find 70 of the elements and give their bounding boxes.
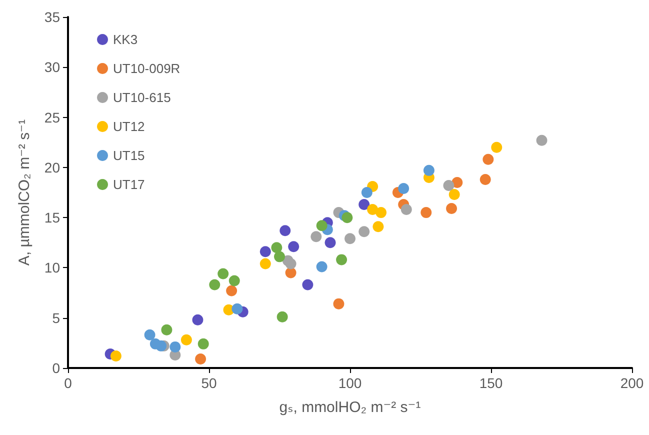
point	[310, 231, 322, 242]
point	[228, 275, 240, 286]
point	[271, 242, 282, 254]
point	[302, 279, 314, 290]
point	[198, 338, 209, 350]
point	[336, 254, 348, 266]
point	[170, 341, 181, 352]
x-tick-label: 150	[479, 375, 503, 391]
point	[195, 353, 206, 364]
point	[316, 220, 328, 232]
point	[218, 268, 229, 280]
point	[448, 189, 460, 200]
point	[480, 174, 491, 185]
point	[482, 154, 494, 165]
x-tick-label: 50	[201, 375, 217, 391]
point	[288, 241, 300, 252]
y-tick-label: 10	[44, 260, 60, 276]
point	[400, 204, 412, 216]
point	[276, 311, 288, 322]
point	[361, 187, 372, 198]
point	[192, 314, 204, 326]
point	[423, 164, 434, 176]
point	[285, 258, 296, 270]
y-tick-label: 0	[52, 360, 60, 376]
point	[452, 176, 463, 188]
point	[443, 180, 454, 191]
legend-label: UT15	[113, 148, 145, 163]
point	[156, 340, 167, 352]
point	[144, 329, 156, 340]
legend-label: UT12	[113, 119, 145, 134]
legend-label: KK3	[113, 32, 138, 47]
point	[280, 225, 291, 236]
point	[372, 221, 384, 232]
point	[316, 261, 328, 272]
y-tick-label: 20	[44, 159, 60, 176]
point	[324, 237, 336, 248]
point	[333, 298, 344, 310]
x-axis-title: gₛ, mmolHO₂ m⁻² s⁻¹	[279, 399, 421, 416]
x-tick-label: 100	[338, 375, 362, 391]
point	[398, 182, 410, 194]
point	[367, 204, 378, 216]
point	[358, 199, 370, 210]
point	[110, 350, 122, 362]
point	[358, 226, 370, 238]
point	[446, 203, 458, 214]
point	[260, 258, 271, 270]
point	[226, 285, 238, 296]
legend-label: UT10-615	[113, 90, 171, 105]
point	[180, 334, 192, 346]
y-tick-label: 5	[52, 310, 60, 326]
point	[491, 142, 502, 153]
point	[274, 251, 285, 262]
x-tick-label: 0	[64, 375, 72, 391]
x-tick-label: 200	[620, 375, 644, 391]
point	[232, 303, 243, 314]
point	[344, 233, 356, 244]
y-tick-label: 35	[44, 9, 60, 25]
y-tick-label: 15	[44, 210, 60, 226]
legend-label: UT17	[113, 177, 145, 192]
point	[342, 212, 353, 224]
legend-label: UT10-009R	[113, 61, 180, 76]
y-tick-label: 30	[44, 59, 60, 76]
point	[161, 324, 172, 336]
point	[376, 207, 387, 218]
point	[260, 246, 271, 258]
point	[420, 207, 432, 218]
point	[536, 134, 548, 146]
y-tick-label: 25	[44, 109, 60, 126]
y-axis-title: A, µmmolCO₂ m⁻² s⁻¹	[16, 119, 33, 266]
point	[209, 279, 220, 290]
